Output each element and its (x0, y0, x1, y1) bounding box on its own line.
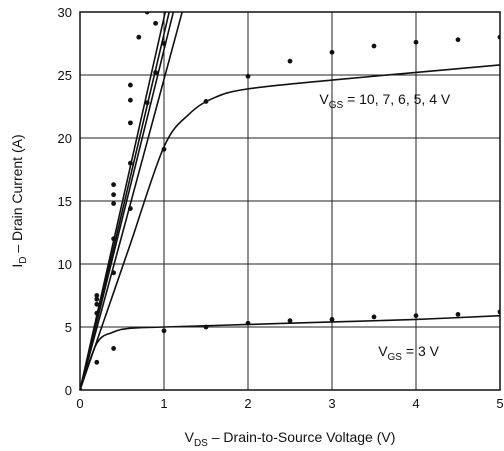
annotations: VGS = 10, 7, 6, 5, 4 V VGS = 3 V (319, 91, 450, 363)
series-line (80, 12, 175, 390)
data-point (203, 99, 209, 104)
data-point (111, 346, 116, 351)
data-point (111, 182, 116, 188)
data-point (94, 293, 100, 298)
series-line (80, 12, 183, 390)
data-point (203, 324, 209, 330)
data-point (111, 236, 116, 242)
data-point (127, 160, 133, 166)
data-point (153, 20, 159, 26)
data-point (455, 37, 461, 43)
data-point (161, 146, 167, 152)
data-point (329, 317, 335, 322)
data-point (245, 73, 251, 79)
annotation-vgs-low: VGS = 3 V (378, 343, 439, 363)
plot-frame (79, 11, 501, 391)
data-point (94, 310, 100, 316)
x-tick-label: 4 (412, 396, 419, 411)
data-point (136, 34, 142, 40)
x-tick-label: 3 (328, 396, 335, 411)
data-point (145, 0, 150, 2)
x-tick-label: 2 (244, 396, 251, 411)
data-point (413, 39, 419, 45)
data-point (127, 206, 133, 211)
data-point (127, 120, 133, 126)
series-vgs-4 (80, 34, 500, 390)
x-tick-label: 1 (160, 396, 167, 411)
x-tick-label: 0 (76, 396, 83, 411)
y-tick-label: 5 (65, 320, 72, 335)
series-vgs-6 (80, 12, 175, 390)
x-axis-title: VDS – Drain-to-Source Voltage (V) (185, 429, 396, 449)
series-vgs-3 (80, 309, 500, 390)
data-point (287, 318, 293, 324)
data-point (455, 312, 461, 317)
data-point (144, 100, 150, 106)
y-tick-label: 10 (58, 257, 72, 272)
data-point (111, 192, 116, 198)
grid-layer (80, 12, 500, 390)
y-tick-label: 25 (58, 68, 72, 83)
y-tick-label: 0 (65, 383, 72, 398)
data-point (111, 270, 116, 276)
series-line (80, 64, 500, 390)
data-point (127, 97, 133, 103)
y-tick-label: 20 (58, 131, 72, 146)
series-vgs-5 (80, 12, 183, 390)
data-point (161, 41, 167, 46)
data-point (94, 296, 100, 302)
data-point (127, 82, 133, 88)
data-point (161, 328, 167, 334)
data-point (329, 49, 335, 55)
series-layer (80, 0, 500, 390)
data-point (287, 58, 293, 64)
y-axis-title: ID – Drain Current (A) (9, 134, 29, 267)
data-point (371, 43, 377, 49)
data-point (245, 320, 251, 326)
data-point (111, 201, 116, 206)
tick-labels: 0 1 2 3 4 5 0 5 10 15 20 25 30 (58, 5, 504, 411)
data-point (371, 314, 377, 320)
data-point (413, 313, 419, 319)
x-tick-label: 5 (496, 396, 503, 411)
data-point (94, 359, 100, 365)
series-line (80, 314, 500, 390)
y-tick-label: 15 (58, 194, 72, 209)
y-tick-label: 30 (58, 5, 72, 20)
data-point (153, 70, 159, 75)
data-point (94, 301, 100, 307)
annotation-vgs-high: VGS = 10, 7, 6, 5, 4 V (319, 91, 450, 111)
